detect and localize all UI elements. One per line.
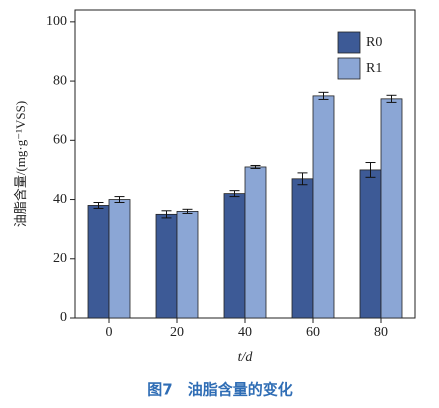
error-bar: [229, 190, 240, 198]
bar: [359, 169, 382, 319]
bar: [312, 95, 335, 319]
y-tick-label: 100: [46, 14, 67, 29]
y-tick-label: 80: [53, 73, 67, 88]
error-bar: [250, 164, 261, 169]
error-bar: [161, 210, 172, 219]
caption: 图7 油脂含量的变化: [147, 381, 292, 399]
bar: [176, 210, 199, 319]
bar: [380, 98, 403, 319]
error-bar: [318, 91, 329, 100]
error-bar: [365, 162, 376, 178]
error-bar: [386, 94, 397, 103]
y-tick-label: 40: [53, 192, 67, 207]
bar: [87, 205, 110, 319]
x-tick-label: 80: [374, 325, 388, 340]
legend-swatch: [337, 31, 361, 54]
bar: [223, 193, 246, 319]
y-tick-label: 60: [53, 133, 67, 148]
bar: [108, 199, 131, 319]
legend-swatch: [337, 57, 361, 80]
bar: [244, 166, 267, 319]
x-tick-label: 60: [306, 325, 320, 340]
y-tick-label: 20: [53, 251, 67, 266]
x-tick-label: 40: [238, 325, 252, 340]
bar: [155, 213, 178, 319]
x-axis-label: t/d: [238, 350, 254, 365]
y-tick-label: 0: [60, 310, 67, 325]
y-axis-label: 油脂含量/(mg·g⁻¹VSS): [13, 101, 28, 227]
legend-label: R1: [366, 61, 382, 76]
error-bar: [182, 208, 193, 214]
error-bar: [93, 202, 104, 209]
error-bar: [114, 196, 125, 203]
bar: [291, 178, 314, 319]
x-tick-label: 0: [106, 325, 113, 340]
error-bar: [297, 172, 308, 186]
x-tick-label: 20: [170, 325, 184, 340]
legend-label: R0: [366, 35, 382, 50]
